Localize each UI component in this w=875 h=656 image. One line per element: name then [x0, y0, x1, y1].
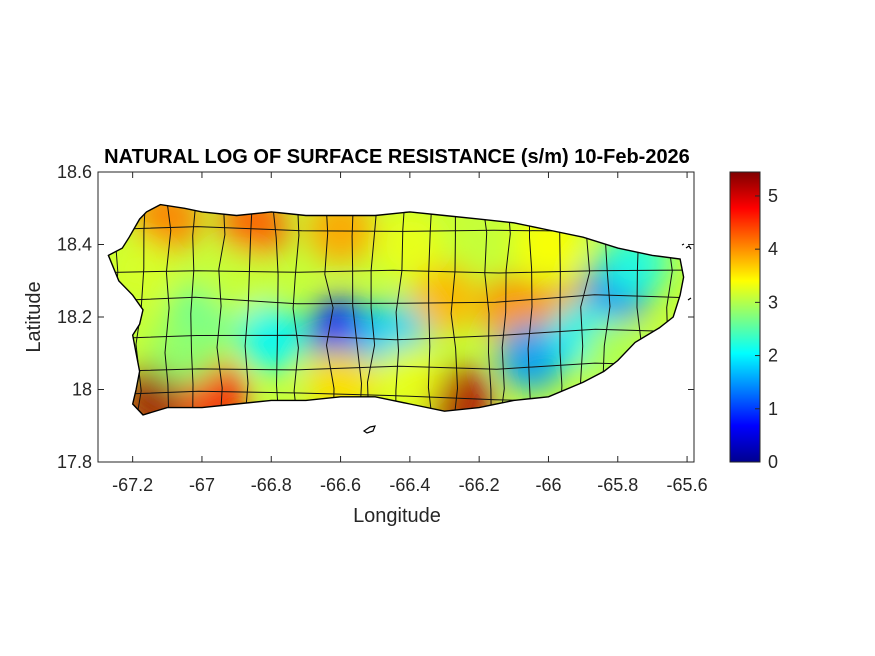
y-tick-label: 18 — [72, 380, 92, 400]
x-tick-label: -65.6 — [667, 475, 708, 495]
x-tick-label: -67 — [189, 475, 215, 495]
colorbar-tick-label: 5 — [768, 186, 778, 206]
x-tick-label: -66.6 — [320, 475, 361, 495]
x-tick-label: -66.2 — [459, 475, 500, 495]
colorbar: 0 1 2 3 4 5 — [729, 171, 778, 472]
municipal-boundary — [271, 204, 280, 415]
municipal-boundary — [351, 204, 363, 415]
colorbar-tick-label: 4 — [768, 239, 778, 259]
y-tick-label: 18.4 — [57, 235, 92, 255]
municipal-boundary — [108, 269, 684, 274]
plot-area: -67.2 -67 -66.8 -66.6 -66.4 -66.2 -66 -65.8 -65.… — [57, 162, 708, 495]
municipal-boundary — [108, 328, 684, 341]
field-point — [237, 304, 306, 373]
y-axis-label: Latitude — [23, 281, 45, 352]
municipal-boundary — [499, 204, 511, 415]
island-outline — [107, 203, 685, 416]
municipal-boundary — [108, 362, 684, 373]
chart-title: NATURAL LOG OF SURFACE RESISTANCE (s/m) … — [104, 146, 690, 168]
x-axis: -67.2 -67 -66.8 -66.6 -66.4 -66.2 -66 -65.8 -65.… — [112, 172, 708, 495]
colorbar-tick-label: 3 — [768, 292, 778, 312]
x-tick-label: -66.4 — [389, 475, 430, 495]
colorbar-tick-label: 1 — [768, 399, 778, 419]
y-tick-label: 17.8 — [57, 452, 92, 472]
y-tick-label: 18.6 — [57, 162, 92, 182]
field-point — [497, 322, 566, 391]
municipal-boundary — [450, 204, 459, 415]
x-axis-label: Longitude — [353, 505, 441, 527]
municipal-boundary — [164, 204, 172, 415]
colorbar-tick-label: 2 — [768, 346, 778, 366]
municipal-boundary — [366, 204, 379, 415]
field-point — [133, 204, 202, 254]
municipal-boundary — [190, 204, 197, 415]
municipal-boundary — [292, 204, 300, 415]
municipal-boundary — [395, 204, 406, 415]
municipal-boundary — [216, 204, 226, 415]
x-tick-label: -66 — [535, 475, 561, 495]
field-point — [150, 319, 219, 388]
x-tick-label: -65.8 — [597, 475, 638, 495]
colorbar-gradient — [729, 171, 761, 463]
x-tick-label: -66.8 — [251, 475, 292, 495]
colorbar-ticks: 0 1 2 3 4 5 — [755, 186, 778, 472]
x-tick-label: -67.2 — [112, 475, 153, 495]
municipal-boundary — [244, 204, 254, 415]
coastal-speck — [681, 243, 692, 301]
colorbar-tick-label: 0 — [768, 452, 778, 472]
municipal-boundary — [108, 294, 684, 305]
y-axis: 17.8 18 18.2 18.4 18.6 — [57, 162, 694, 472]
municipal-boundary — [427, 204, 434, 415]
field-point — [202, 246, 271, 315]
municipality-boundaries — [108, 204, 684, 415]
small-island — [362, 425, 376, 434]
municipal-boundary — [527, 204, 533, 415]
y-tick-label: 18.2 — [57, 307, 92, 327]
field-point — [375, 210, 444, 279]
municipal-boundary — [481, 204, 492, 415]
field-point — [410, 264, 479, 333]
municipal-boundary — [324, 204, 335, 415]
